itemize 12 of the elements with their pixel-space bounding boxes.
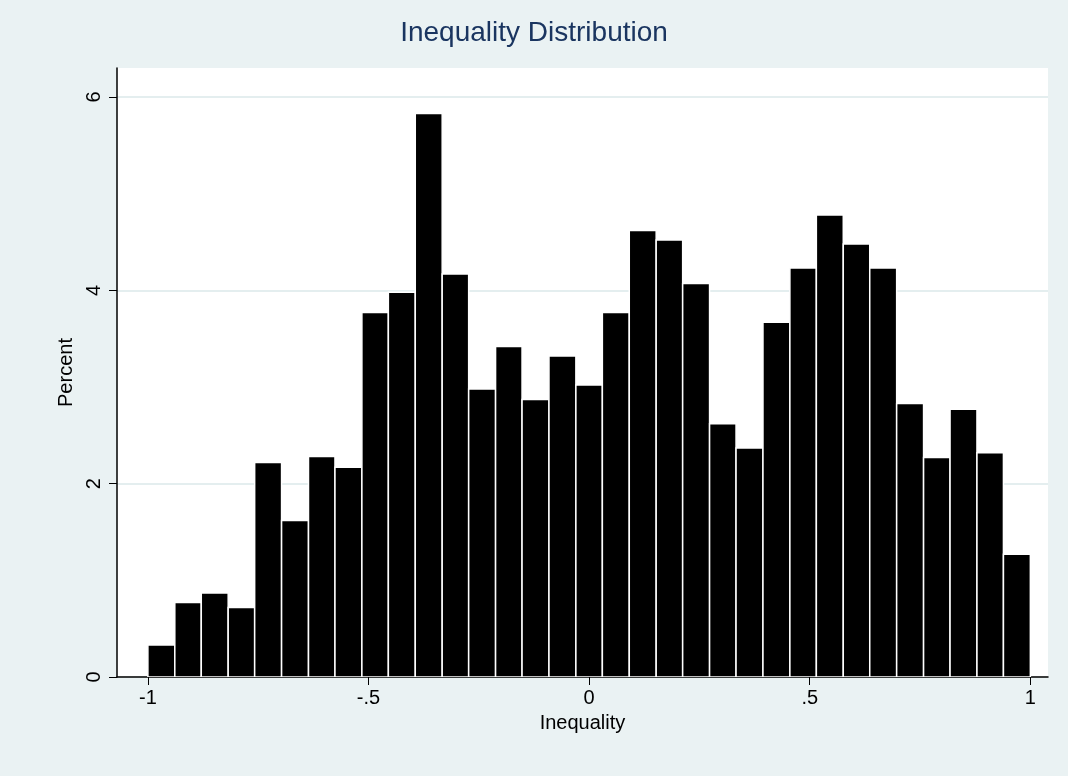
y-tick-label: 4 xyxy=(82,284,104,296)
x-tick-label: 1 xyxy=(1024,686,1036,708)
x-tick-label: -1 xyxy=(138,686,157,708)
x-tick-label: -.5 xyxy=(356,686,381,708)
y-tick-label: 0 xyxy=(82,671,104,683)
x-axis-title: Inequality xyxy=(539,710,626,733)
chart-title: Inequality Distribution xyxy=(400,15,668,47)
y-axis-title: Percent xyxy=(54,337,77,407)
x-tick-label: .5 xyxy=(801,686,819,708)
x-tick-label: 0 xyxy=(583,686,595,708)
y-tick-label: 2 xyxy=(82,478,104,490)
y-tick-label: 6 xyxy=(82,91,104,103)
